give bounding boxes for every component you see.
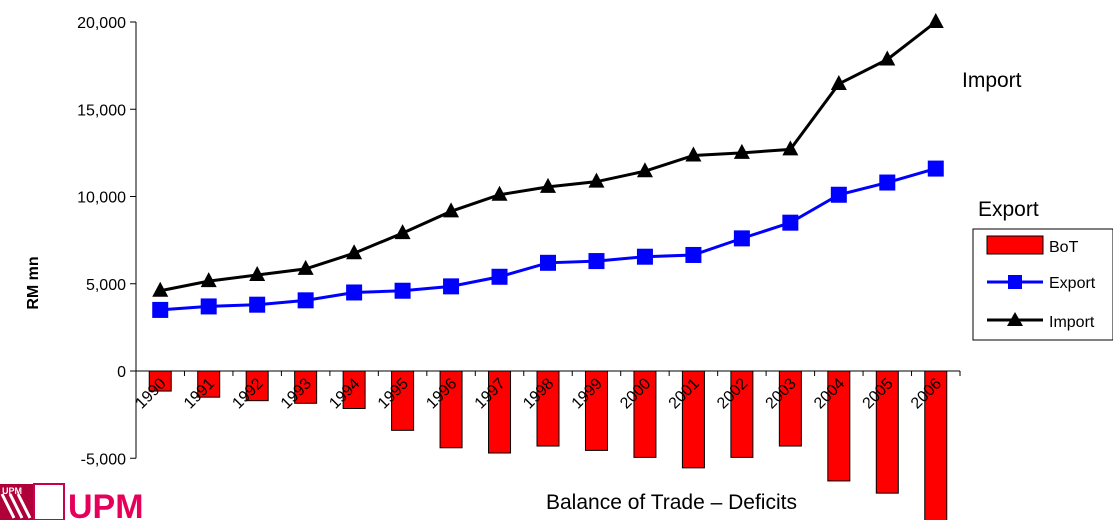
marker-export xyxy=(540,254,556,271)
logo-text: UPM xyxy=(68,488,144,520)
upm-logo: UPM UPM xyxy=(0,483,144,520)
y-tick-label: 0 xyxy=(117,364,126,381)
legend-label-export: Export xyxy=(1049,275,1096,292)
marker-import xyxy=(636,162,653,178)
marker-export xyxy=(152,301,169,318)
marker-export xyxy=(588,253,605,270)
series-lines xyxy=(152,13,944,318)
marker-export xyxy=(297,292,314,309)
marker-export xyxy=(346,284,363,301)
marker-import xyxy=(152,281,169,297)
marker-export xyxy=(443,278,460,295)
logo-book xyxy=(33,483,65,520)
marker-export xyxy=(200,298,217,315)
marker-import xyxy=(733,143,750,159)
marker-export xyxy=(927,160,944,177)
logo-small-text: UPM xyxy=(2,486,22,496)
marker-export xyxy=(249,296,266,313)
marker-import xyxy=(200,272,217,288)
y-tick-label: 5,000 xyxy=(86,277,126,294)
marker-export xyxy=(394,282,411,299)
legend: BoT Export Import xyxy=(972,228,1113,341)
marker-import xyxy=(491,185,508,201)
marker-import xyxy=(346,244,363,260)
marker-export xyxy=(879,174,896,191)
marker-import xyxy=(540,177,556,193)
line-import xyxy=(159,20,937,293)
annotation-export: Export xyxy=(978,198,1039,221)
y-tick-label: -5,000 xyxy=(81,451,126,468)
marker-import xyxy=(588,172,605,188)
marker-export xyxy=(733,230,750,247)
marker-import xyxy=(394,224,411,240)
y-axis: -5,000 0 5,000 10,000 15,000 20,000 xyxy=(77,15,137,468)
bot-bars xyxy=(148,370,948,520)
legend-swatch-bot xyxy=(986,235,1044,255)
legend-label-import: Import xyxy=(1049,314,1095,331)
legend-marker-import xyxy=(1007,312,1023,326)
y-tick-label: 15,000 xyxy=(77,102,126,119)
legend-marker-export xyxy=(1008,275,1022,289)
marker-export xyxy=(782,214,799,231)
marker-import xyxy=(443,202,460,218)
y-tick-label: 20,000 xyxy=(77,15,126,32)
marker-export xyxy=(636,248,653,265)
marker-export xyxy=(685,246,702,263)
marker-import xyxy=(879,50,896,66)
marker-import xyxy=(782,140,799,156)
marker-import xyxy=(830,74,847,90)
marker-import xyxy=(249,266,266,282)
marker-import xyxy=(927,13,944,28)
marker-import xyxy=(685,146,702,162)
logo-emblem-stripes xyxy=(0,493,32,519)
marker-import xyxy=(297,259,314,275)
annotation-bot: Balance of Trade – Deficits xyxy=(546,491,797,514)
y-tick-label: 10,000 xyxy=(77,190,126,207)
y-axis-label: RM mn xyxy=(25,256,42,309)
legend-label-bot: BoT xyxy=(1049,239,1079,256)
marker-export xyxy=(830,186,847,203)
marker-export xyxy=(491,268,508,285)
annotation-import: Import xyxy=(962,69,1022,92)
